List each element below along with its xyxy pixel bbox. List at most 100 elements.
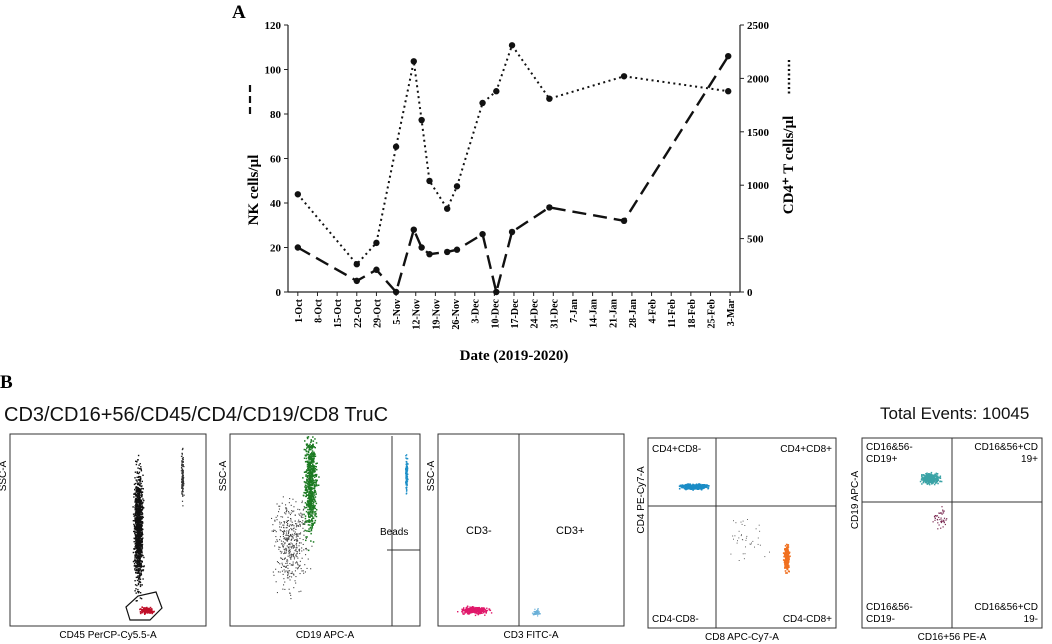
event-dot bbox=[140, 488, 142, 491]
event-dot bbox=[307, 444, 310, 447]
event-dot bbox=[283, 532, 285, 534]
event-dot bbox=[942, 509, 944, 511]
event-dot bbox=[139, 518, 142, 521]
event-dot bbox=[279, 505, 281, 507]
event-dot bbox=[929, 475, 932, 477]
event-dot bbox=[749, 543, 751, 545]
event-dot bbox=[306, 453, 308, 455]
event-dot bbox=[288, 502, 290, 504]
event-dot bbox=[279, 526, 281, 528]
event-dot bbox=[291, 529, 293, 531]
event-dot bbox=[786, 556, 789, 558]
event-dot bbox=[934, 519, 936, 521]
event-dot bbox=[136, 496, 139, 499]
event-dot bbox=[297, 533, 299, 535]
event-dot bbox=[149, 610, 151, 612]
event-dot bbox=[471, 606, 473, 609]
event-dot bbox=[288, 543, 290, 545]
event-dot bbox=[298, 549, 300, 551]
event-dot bbox=[309, 476, 311, 479]
event-dot bbox=[406, 468, 408, 470]
event-dot bbox=[133, 520, 136, 522]
event-dot bbox=[309, 477, 312, 479]
event-dot bbox=[134, 542, 137, 544]
event-dot bbox=[135, 512, 137, 514]
event-dot bbox=[466, 608, 468, 610]
event-dot bbox=[137, 562, 140, 564]
event-dot bbox=[144, 613, 146, 615]
event-dot bbox=[312, 516, 314, 518]
event-dot bbox=[138, 529, 141, 531]
event-dot bbox=[696, 486, 699, 489]
event-dot bbox=[137, 454, 140, 457]
event-dot bbox=[182, 473, 184, 475]
event-dot bbox=[140, 485, 142, 488]
event-dot bbox=[306, 521, 308, 523]
event-dot bbox=[934, 479, 936, 481]
event-dot bbox=[279, 539, 281, 541]
event-dot bbox=[136, 488, 138, 491]
event-dot bbox=[138, 501, 140, 504]
event-dot bbox=[788, 552, 790, 554]
cd4-point bbox=[508, 42, 516, 49]
event-dot bbox=[311, 520, 313, 522]
event-dot bbox=[687, 486, 689, 488]
event-dot bbox=[272, 524, 274, 526]
event-dot bbox=[136, 557, 138, 559]
event-dot bbox=[272, 530, 274, 532]
event-dot bbox=[307, 456, 310, 459]
event-dot bbox=[308, 497, 310, 499]
event-dot bbox=[288, 577, 290, 579]
event-dot bbox=[134, 535, 137, 537]
event-dot bbox=[288, 520, 290, 522]
event-dot bbox=[288, 552, 290, 554]
event-dot bbox=[137, 523, 139, 525]
event-dot bbox=[935, 479, 937, 482]
event-dot bbox=[136, 543, 138, 546]
event-dot bbox=[287, 567, 289, 569]
event-dot bbox=[311, 492, 313, 495]
event-dot bbox=[135, 463, 138, 466]
event-dot bbox=[139, 547, 141, 549]
event-dot bbox=[296, 535, 298, 537]
event-dot bbox=[934, 473, 936, 476]
event-dot bbox=[783, 561, 786, 564]
event-dot bbox=[134, 547, 136, 550]
event-dot bbox=[138, 560, 141, 562]
event-dot bbox=[315, 479, 317, 481]
event-dot bbox=[757, 543, 759, 545]
event-dot bbox=[134, 493, 137, 495]
event-dot bbox=[293, 573, 295, 575]
event-dot bbox=[182, 491, 184, 493]
event-dot bbox=[315, 515, 318, 518]
event-dot bbox=[299, 573, 301, 575]
event-dot bbox=[693, 487, 695, 490]
plot-y-label: SSC-A bbox=[426, 460, 437, 491]
event-dot bbox=[940, 521, 942, 524]
event-dot bbox=[141, 520, 143, 523]
event-dot bbox=[314, 499, 316, 502]
event-dot bbox=[308, 455, 311, 457]
cd4-point bbox=[353, 261, 360, 268]
event-dot bbox=[136, 579, 139, 582]
event-dot bbox=[481, 610, 483, 613]
event-dot bbox=[292, 536, 294, 538]
event-dot bbox=[136, 572, 138, 574]
event-dot bbox=[181, 479, 183, 481]
event-dot bbox=[302, 539, 304, 541]
event-dot bbox=[943, 521, 945, 523]
event-dot bbox=[681, 486, 683, 489]
event-dot bbox=[132, 506, 134, 508]
event-dot bbox=[926, 472, 928, 474]
event-dot bbox=[307, 480, 309, 483]
event-dot bbox=[183, 494, 185, 496]
cd4-point bbox=[392, 143, 400, 150]
event-dot bbox=[139, 585, 142, 588]
event-dot bbox=[290, 520, 292, 522]
event-dot bbox=[311, 525, 313, 527]
event-dot bbox=[137, 500, 139, 502]
event-dot bbox=[305, 487, 307, 489]
event-dot bbox=[750, 543, 752, 545]
event-dot bbox=[136, 476, 138, 478]
event-dot bbox=[275, 568, 277, 570]
